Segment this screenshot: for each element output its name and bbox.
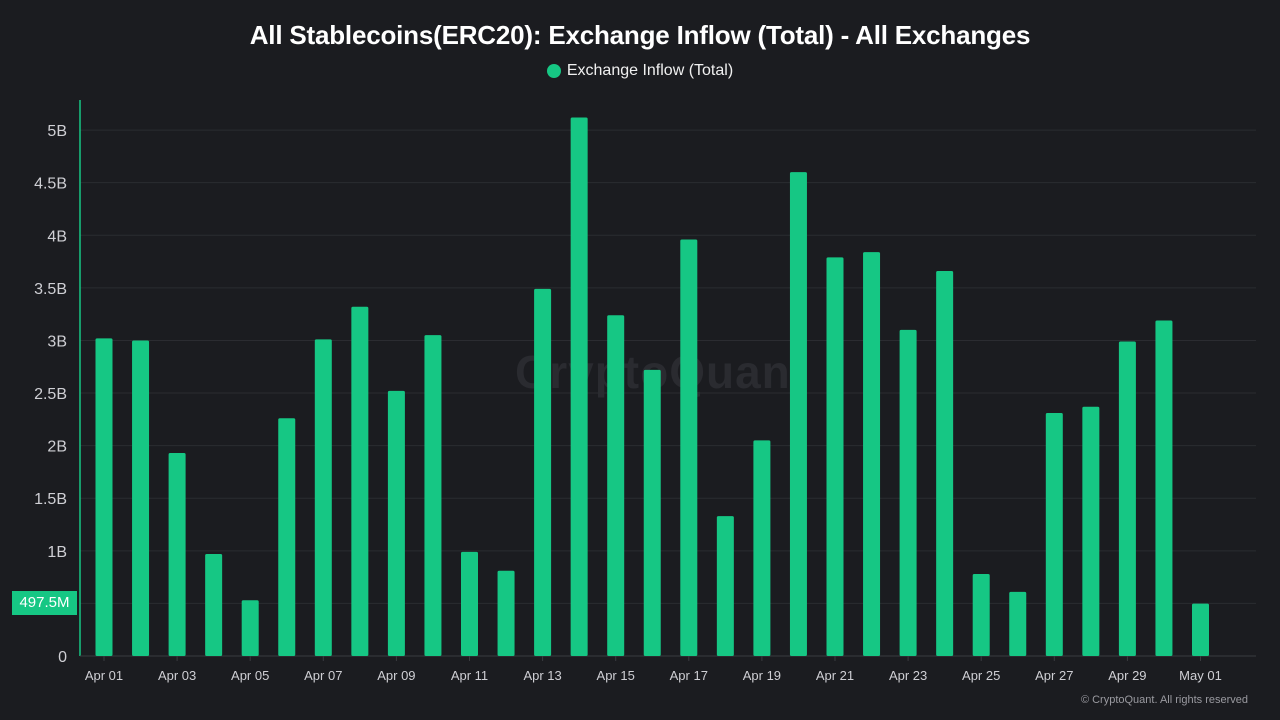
bar-apr-11[interactable] [461, 551, 478, 656]
bar-may-01[interactable] [1192, 603, 1209, 656]
bar-apr-03[interactable] [168, 452, 186, 656]
bar-apr-23[interactable] [899, 329, 917, 656]
y-tick-label: 5B [47, 123, 67, 140]
x-tick-label: Apr 25 [962, 668, 1000, 683]
copyright: © CryptoQuant. All rights reserved [1080, 694, 1248, 706]
bar-apr-25[interactable] [972, 573, 990, 656]
y-tick-label: 4.5B [34, 176, 67, 193]
bar-apr-10[interactable] [424, 335, 442, 656]
x-tick-label: Apr 07 [304, 668, 342, 683]
x-tick-label: Apr 15 [597, 668, 635, 683]
bar-apr-24[interactable] [936, 271, 954, 656]
y-tick-label: 0 [58, 649, 67, 666]
bar-apr-29[interactable] [1118, 341, 1136, 656]
bar-apr-22[interactable] [863, 252, 881, 657]
y-tick-label: 1B [47, 544, 67, 561]
x-tick-label: Apr 21 [816, 668, 854, 683]
y-tick-label: 4B [47, 228, 67, 245]
bar-apr-18[interactable] [716, 516, 734, 656]
y-tick-label: 2.5B [34, 386, 67, 403]
x-tick-label: May 01 [1179, 668, 1222, 683]
bar-apr-15[interactable] [607, 315, 625, 656]
legend-label: Exchange Inflow (Total) [566, 62, 734, 79]
bar-apr-19[interactable] [753, 440, 771, 656]
legend[interactable]: Exchange Inflow (Total) [0, 62, 1280, 80]
bar-apr-13[interactable] [534, 288, 552, 656]
x-tick-label: Apr 03 [158, 668, 196, 683]
y-tick-label: 2B [47, 439, 67, 456]
bar-apr-20[interactable] [789, 172, 807, 657]
x-tick-label: Apr 09 [377, 668, 415, 683]
bar-apr-02[interactable] [132, 340, 150, 656]
bar-apr-01[interactable] [95, 338, 113, 656]
bar-apr-30[interactable] [1155, 320, 1173, 656]
bar-apr-12[interactable] [497, 570, 515, 656]
bar-apr-26[interactable] [1009, 591, 1027, 656]
x-tick-label: Apr 17 [670, 668, 708, 683]
bar-apr-17[interactable] [680, 239, 698, 656]
chart-title: All Stablecoins(ERC20): Exchange Inflow … [249, 20, 1031, 50]
x-tick-label: Apr 13 [523, 668, 561, 683]
bar-apr-21[interactable] [826, 257, 844, 656]
bar-apr-16[interactable] [643, 369, 661, 656]
bar-apr-09[interactable] [387, 390, 405, 656]
bar-apr-08[interactable] [351, 306, 369, 656]
x-tick-label: Apr 23 [889, 668, 927, 683]
y-tick-label: 3.5B [34, 281, 67, 298]
bar-apr-06[interactable] [278, 418, 296, 656]
bar-apr-04[interactable] [205, 553, 223, 656]
y-tick-label: 3B [47, 333, 67, 350]
x-tick-label: Apr 27 [1035, 668, 1073, 683]
bar-apr-07[interactable] [314, 339, 332, 656]
bar-apr-05[interactable] [241, 600, 259, 656]
x-tick-label: Apr 01 [85, 668, 123, 683]
x-tick-label: Apr 05 [231, 668, 269, 683]
legend-swatch [546, 64, 561, 78]
bar-apr-14[interactable] [570, 117, 588, 657]
current-value-label: 497.5M [12, 591, 77, 615]
y-tick-label: 1.5B [34, 491, 67, 508]
x-tick-label: Apr 11 [451, 668, 488, 683]
x-tick-label: Apr 29 [1108, 668, 1146, 683]
x-tick-label: Apr 19 [743, 668, 781, 683]
bar-apr-28[interactable] [1082, 406, 1100, 656]
bar-apr-27[interactable] [1045, 413, 1063, 656]
